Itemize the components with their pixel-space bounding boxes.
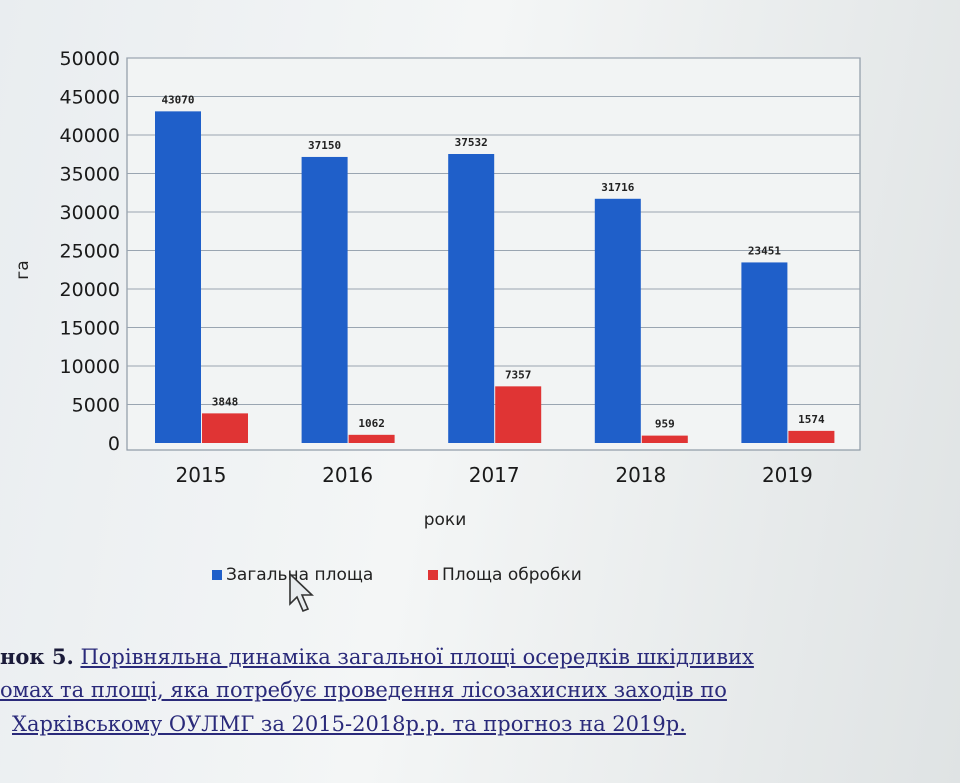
bar-treatment-area: [788, 430, 835, 443]
data-label: 3848: [212, 395, 239, 408]
y-tick-label: 40000: [60, 125, 120, 147]
data-label: 959: [655, 418, 675, 431]
legend-label: Загальна площа: [226, 565, 373, 585]
y-tick-label: 35000: [60, 164, 120, 186]
x-axis-categories: 2015 2016 2017 2018 2019: [176, 463, 813, 487]
bar-treatment-area: [641, 435, 688, 443]
bar-total-area: [155, 111, 201, 444]
data-label: 7357: [505, 368, 532, 381]
data-label: 37532: [455, 136, 488, 149]
data-label: 1062: [358, 417, 385, 430]
bar-total-area: [741, 262, 788, 443]
x-axis-title: роки: [424, 510, 467, 530]
y-tick-label: 15000: [60, 318, 120, 340]
y-tick-label: 20000: [60, 279, 120, 301]
data-labels: 43070 3848 37150 1062 37532 7357 31716 959 23451…: [161, 93, 825, 430]
y-tick-label: 30000: [60, 202, 120, 224]
bars: [155, 111, 835, 444]
y-tick-label: 45000: [60, 87, 120, 109]
caption-line-3: Харківському ОУЛМГ за 2015-2018р.р. та п…: [12, 712, 686, 736]
x-category-label: 2016: [322, 463, 373, 487]
y-tick-label: 25000: [60, 241, 120, 263]
legend-label: Площа обробки: [442, 565, 582, 585]
mouse-cursor-icon: [289, 572, 314, 613]
data-label: 1574: [798, 413, 825, 426]
caption-line-1: Порівняльна динаміка загальної площі осе…: [80, 645, 754, 669]
data-label: 23451: [748, 244, 781, 257]
bar-total-area: [301, 156, 348, 443]
y-axis-title: га: [13, 260, 33, 279]
x-category-label: 2018: [615, 463, 666, 487]
bar-chart: 5000045000400003500030000250002000015000…: [13, 48, 861, 585]
bar-treatment-area: [348, 434, 395, 443]
legend-swatch: [428, 570, 438, 580]
legend: Загальна площа Площа обробки: [212, 565, 582, 585]
caption-line-2: омах та площі, яка потребує проведення л…: [0, 678, 727, 702]
caption-prefix: нок 5.: [0, 644, 74, 669]
x-category-label: 2017: [469, 463, 520, 487]
y-tick-label: 10000: [60, 356, 120, 378]
bar-treatment-area: [202, 413, 248, 443]
data-label: 37150: [308, 139, 341, 152]
y-axis-ticks: 5000045000400003500030000250002000015000…: [60, 48, 120, 455]
data-label: 31716: [601, 181, 634, 194]
bar-treatment-area: [495, 386, 542, 443]
y-tick-label: 5000: [72, 395, 120, 417]
legend-swatch: [212, 570, 222, 580]
bar-total-area: [448, 154, 495, 443]
data-label: 43070: [161, 93, 194, 106]
x-category-label: 2015: [176, 463, 227, 487]
y-tick-label: 0: [108, 433, 120, 455]
bar-total-area: [594, 198, 641, 443]
y-tick-label: 50000: [60, 48, 120, 70]
x-category-label: 2019: [762, 463, 813, 487]
